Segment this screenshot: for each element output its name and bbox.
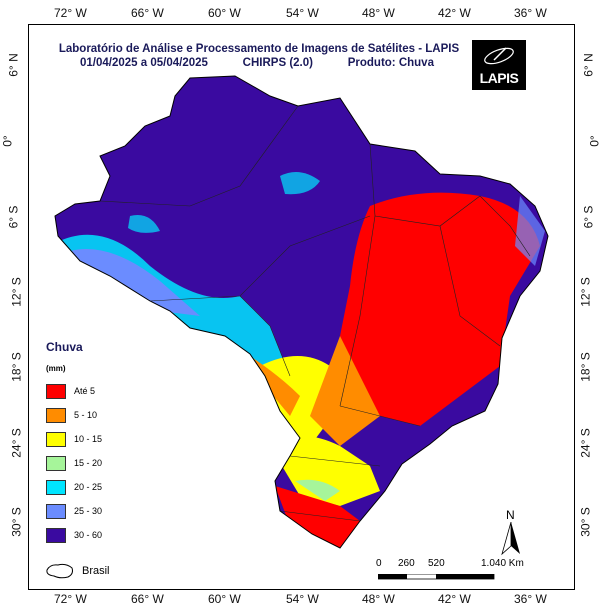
north-label: N bbox=[506, 508, 515, 522]
lon-bottom-tick: 48° W bbox=[362, 592, 395, 606]
lat-left-tick: 12° S bbox=[9, 277, 24, 307]
legend-item: 25 - 30 bbox=[46, 499, 102, 523]
boundary-legend: Brasil bbox=[44, 562, 110, 580]
product-name: Produto: Chuva bbox=[347, 57, 434, 69]
brazil-outline bbox=[54, 75, 549, 549]
satellite-icon bbox=[484, 47, 514, 65]
legend-swatch bbox=[46, 383, 66, 399]
lat-right-tick: 18° S bbox=[578, 352, 593, 382]
legend-label: 30 - 60 bbox=[74, 530, 103, 540]
map-frame bbox=[28, 24, 575, 590]
rain-under-5-zone bbox=[340, 192, 540, 426]
legend-item: 15 - 20 bbox=[46, 451, 102, 475]
lon-top-tick: 48° W bbox=[362, 6, 395, 20]
rain-25-30-zone bbox=[515, 196, 545, 266]
legend-item: 20 - 25 bbox=[46, 475, 102, 499]
legend-label: Até 5 bbox=[74, 386, 96, 396]
rain-5-10-zone bbox=[250, 356, 300, 416]
lon-top-tick: 60° W bbox=[208, 6, 241, 20]
legend-unit: (mm) bbox=[46, 364, 66, 373]
legend-title: Chuva bbox=[46, 340, 83, 354]
legend-swatch bbox=[46, 479, 66, 495]
lon-top-tick: 72° W bbox=[54, 6, 87, 20]
boundary-label: Brasil bbox=[82, 565, 110, 577]
scale-label: 0 bbox=[376, 558, 382, 569]
lon-bottom-tick: 60° W bbox=[208, 592, 241, 606]
lat-left-tick: 30° S bbox=[9, 507, 24, 537]
title-line: Laboratório de Análise e Processamento d… bbox=[58, 43, 460, 55]
scale-label: 520 bbox=[428, 558, 445, 569]
legend-label: 15 - 20 bbox=[74, 458, 103, 468]
lon-top-tick: 66° W bbox=[131, 6, 164, 20]
lat-right-tick: 12° S bbox=[578, 277, 593, 307]
title-subline: 01/04/2025 a 05/04/2025 CHIRPS (2.0) Pro… bbox=[44, 56, 474, 70]
legend-label: 20 - 25 bbox=[74, 482, 103, 492]
legend-swatch bbox=[46, 503, 66, 519]
legend-item: 30 - 60 bbox=[46, 523, 102, 547]
rain-20-25-zone bbox=[280, 172, 320, 195]
lon-bottom-tick: 54° W bbox=[286, 592, 319, 606]
rain-20-25-zone bbox=[128, 215, 160, 233]
lat-left-tick: 6° S bbox=[6, 205, 21, 229]
scale-bar: 0 260 520 1.040 Km bbox=[376, 550, 524, 580]
north-arrow-icon bbox=[501, 522, 520, 556]
scale-label: 260 bbox=[398, 558, 415, 569]
rain-15-20-zone bbox=[295, 479, 340, 501]
date-range: 01/04/2025 a 05/04/2025 bbox=[80, 57, 208, 69]
rain-25-30-zone bbox=[70, 249, 200, 316]
legend-swatch bbox=[46, 527, 66, 543]
legend-item: 10 - 15 bbox=[46, 427, 102, 451]
legend-label: 10 - 15 bbox=[74, 434, 103, 444]
lapis-logo: LAPIS bbox=[472, 40, 526, 90]
logo-text: LAPIS bbox=[479, 70, 519, 86]
legend-item: Até 5 bbox=[46, 379, 102, 403]
legend-item: 5 - 10 bbox=[46, 403, 102, 427]
legend-label: 5 - 10 bbox=[74, 410, 98, 420]
rain-under-5-zone bbox=[275, 486, 360, 548]
lat-right-tick: 6° S bbox=[581, 205, 596, 229]
brazil-rainfall-map bbox=[54, 75, 549, 549]
scale-ruler bbox=[378, 574, 495, 580]
lon-bottom-tick: 36° W bbox=[514, 592, 547, 606]
lon-bottom-tick: 72° W bbox=[54, 592, 87, 606]
lat-left-tick: 6° N bbox=[6, 53, 21, 77]
lon-bottom-tick: 66° W bbox=[131, 592, 164, 606]
lat-right-tick: 24° S bbox=[578, 428, 593, 458]
lat-right-tick: 30° S bbox=[578, 507, 593, 537]
scale-label: 1.040 Km bbox=[481, 558, 524, 569]
lat-left-tick: 18° S bbox=[9, 352, 24, 382]
rain-5-10-zone bbox=[310, 336, 380, 446]
lon-top-tick: 36° W bbox=[514, 6, 547, 20]
legend-swatch bbox=[46, 407, 66, 423]
state-borders bbox=[99, 105, 531, 522]
lon-top-tick: 54° W bbox=[286, 6, 319, 20]
map-title: Laboratório de Análise e Processamento d… bbox=[44, 42, 474, 70]
legend-swatch bbox=[46, 455, 66, 471]
legend-label: 25 - 30 bbox=[74, 506, 103, 516]
rain-10-15-zone bbox=[270, 436, 380, 506]
lat-left-tick: 0° bbox=[0, 135, 15, 147]
legend-swatch bbox=[46, 431, 66, 447]
brazil-shape-icon bbox=[46, 563, 73, 579]
legend: Chuva (mm) Até 5 5 - 10 10 - 15 15 - 20 … bbox=[46, 340, 102, 547]
lat-left-tick: 24° S bbox=[9, 428, 24, 458]
lon-top-tick: 42° W bbox=[438, 6, 471, 20]
lat-right-tick: 6° N bbox=[581, 53, 596, 77]
lon-bottom-tick: 42° W bbox=[438, 592, 471, 606]
lat-right-tick: 0° bbox=[587, 135, 600, 147]
dataset-name: CHIRPS (2.0) bbox=[242, 57, 313, 69]
